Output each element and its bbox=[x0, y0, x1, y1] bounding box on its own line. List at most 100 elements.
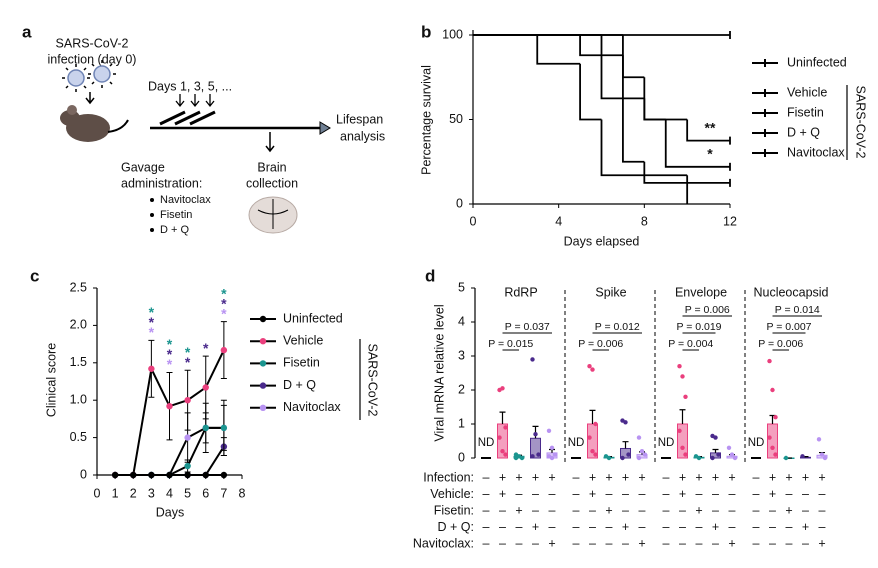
design-mark: – bbox=[589, 503, 596, 517]
design-mark: + bbox=[589, 470, 596, 484]
p-value: P = 0.007 bbox=[766, 321, 811, 333]
design-mark: – bbox=[679, 536, 686, 550]
design-mark: + bbox=[728, 536, 735, 550]
sample-point bbox=[530, 454, 535, 459]
error-bar bbox=[589, 409, 596, 424]
schematic-text: Navitoclax bbox=[160, 194, 211, 206]
design-mark: – bbox=[769, 536, 776, 550]
design-mark: + bbox=[548, 536, 555, 550]
survival-step bbox=[622, 98, 645, 163]
arrow bbox=[265, 132, 275, 153]
sample-point bbox=[536, 452, 541, 457]
data-point bbox=[220, 424, 228, 432]
sample-point bbox=[500, 449, 505, 454]
design-mark: – bbox=[712, 503, 719, 517]
sample-point bbox=[713, 435, 718, 440]
data-point bbox=[202, 471, 209, 479]
design-mark: – bbox=[499, 536, 506, 550]
significance: * bbox=[167, 356, 173, 372]
design-mark: + bbox=[622, 470, 629, 484]
y-tick-label: 1 bbox=[458, 416, 465, 430]
design-mark: – bbox=[753, 470, 760, 484]
design-mark: – bbox=[769, 503, 776, 517]
design-label: Fisetin: bbox=[434, 503, 474, 517]
design-mark: – bbox=[802, 503, 809, 517]
survival-step bbox=[643, 161, 730, 184]
design-mark: – bbox=[729, 487, 736, 501]
design-mark: – bbox=[663, 536, 670, 550]
design-mark: + bbox=[622, 520, 629, 534]
design-mark: – bbox=[483, 503, 490, 517]
legend-group: SARS-CoV-2 bbox=[854, 86, 868, 159]
design-mark: + bbox=[769, 487, 776, 501]
design-mark: – bbox=[729, 520, 736, 534]
schematic-text: infection (day 0) bbox=[48, 52, 137, 66]
design-mark: – bbox=[663, 470, 670, 484]
data-point bbox=[166, 471, 173, 479]
sample-point bbox=[677, 428, 682, 433]
design-mark: + bbox=[679, 487, 686, 501]
design-label: D + Q: bbox=[438, 520, 474, 534]
sample-point bbox=[783, 455, 789, 461]
design-mark: – bbox=[549, 520, 556, 534]
x-tick-label: 1 bbox=[112, 486, 119, 500]
value-label: ND bbox=[748, 437, 765, 449]
legend-swatch bbox=[259, 360, 267, 367]
y-tick-label: 100 bbox=[442, 27, 463, 41]
sample-point bbox=[590, 367, 595, 372]
p-value: P = 0.012 bbox=[595, 321, 640, 333]
schematic-text: Fisetin bbox=[160, 209, 192, 221]
significance: * bbox=[149, 314, 155, 330]
sample-point bbox=[770, 387, 775, 393]
significance: * bbox=[707, 146, 713, 162]
design-mark: – bbox=[639, 487, 646, 501]
legend-label: Fisetin bbox=[787, 105, 824, 119]
schematic-text: Brain bbox=[257, 160, 286, 174]
sample-point bbox=[513, 455, 519, 461]
design-mark: – bbox=[786, 536, 793, 550]
significance: ** bbox=[705, 119, 716, 135]
design-mark: + bbox=[802, 470, 809, 484]
design-mark: – bbox=[819, 487, 826, 501]
design-mark: – bbox=[532, 487, 539, 501]
significance: * bbox=[167, 336, 173, 352]
design-mark: + bbox=[499, 470, 506, 484]
design-mark: – bbox=[753, 520, 760, 534]
y-tick-label: 2.5 bbox=[70, 280, 87, 294]
design-mark: – bbox=[663, 520, 670, 534]
data-point bbox=[184, 397, 191, 404]
sample-point bbox=[530, 357, 535, 362]
design-mark: + bbox=[605, 503, 612, 517]
sample-point bbox=[680, 374, 685, 379]
design-label: Vehicle: bbox=[430, 487, 474, 501]
y-tick-label: 1.0 bbox=[70, 392, 87, 406]
significance: * bbox=[185, 344, 191, 360]
p-value: P = 0.006 bbox=[685, 304, 730, 316]
sample-point bbox=[822, 455, 828, 461]
p-value: P = 0.004 bbox=[668, 338, 713, 350]
sample-point bbox=[503, 425, 508, 430]
survival-step bbox=[622, 35, 645, 100]
schematic-text: administration: bbox=[121, 176, 202, 190]
sample-point bbox=[642, 452, 648, 457]
significance: * bbox=[167, 346, 173, 362]
error-bar bbox=[622, 441, 629, 449]
p-value: P = 0.015 bbox=[488, 338, 533, 350]
y-tick-label: 5 bbox=[458, 280, 465, 294]
design-label: Navitoclax: bbox=[413, 536, 474, 550]
significance: * bbox=[221, 285, 227, 301]
survival-step bbox=[579, 35, 602, 57]
legend-label: Vehicle bbox=[787, 85, 827, 99]
design-mark: + bbox=[589, 487, 596, 501]
design-mark: + bbox=[515, 503, 522, 517]
value-label: ND bbox=[568, 437, 585, 449]
sample-point bbox=[626, 452, 631, 457]
nd-baseline bbox=[661, 457, 671, 459]
x-tick-label: 6 bbox=[202, 486, 209, 500]
survival-step bbox=[622, 55, 645, 79]
legend-label: D + Q bbox=[283, 378, 316, 392]
design-mark: – bbox=[663, 503, 670, 517]
series-line bbox=[115, 446, 225, 476]
design-mark: – bbox=[802, 487, 809, 501]
syringe-icons bbox=[159, 110, 216, 126]
